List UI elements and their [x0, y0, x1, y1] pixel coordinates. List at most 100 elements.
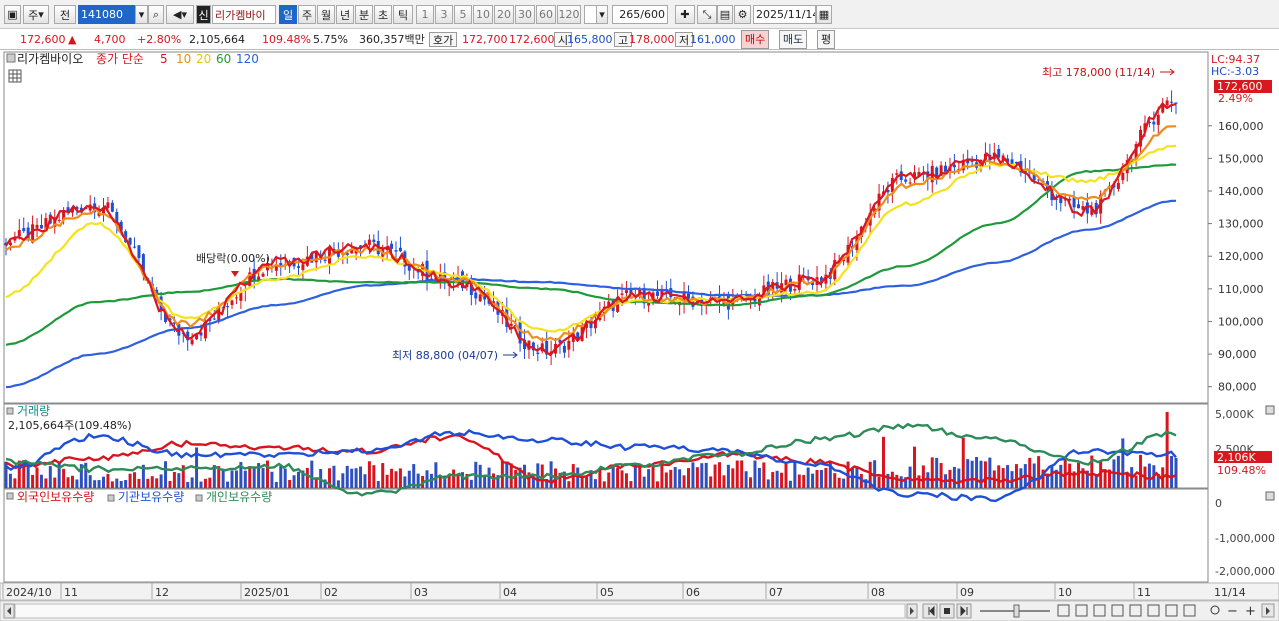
volume-bar	[598, 468, 602, 488]
holdings-close-icon[interactable]	[1265, 491, 1275, 501]
volume-bar	[961, 437, 965, 488]
type-select[interactable]: 주 ▾	[23, 5, 49, 24]
chart-toolbar: ▣ 주 ▾ 전 141080 ▾ ⌕ ◀▾ 신 리가켐바이 일 주 월 년 분 초…	[0, 0, 1279, 29]
volume-bar	[124, 480, 128, 488]
price-tick-label: 160,000	[1218, 120, 1264, 133]
candle-body	[26, 227, 30, 240]
eval-button[interactable]: 평	[817, 30, 836, 49]
draw-tool-icon[interactable]: ⤡	[697, 5, 717, 24]
gear-icon[interactable]: ⚙	[734, 5, 751, 24]
scroll-track[interactable]	[14, 603, 906, 619]
x-axis-label: 07	[769, 586, 783, 599]
volume-bar	[412, 464, 416, 488]
high-label: 고	[614, 32, 633, 47]
volume-bar	[576, 467, 580, 488]
volume-bar	[753, 460, 757, 488]
x-axis-label: 2024/10	[6, 586, 52, 599]
sell-button[interactable]: 매도	[779, 30, 808, 49]
period-year[interactable]: 년	[336, 5, 354, 24]
view-tool-icon-1[interactable]	[1057, 604, 1070, 617]
search-icon[interactable]: ⌕	[148, 5, 164, 24]
volume-bar	[226, 481, 230, 488]
view-tool-icon-3[interactable]	[1093, 604, 1106, 617]
volume-bar	[567, 481, 571, 488]
mode-button[interactable]: 전	[54, 5, 76, 24]
ma-label: 종가 단순	[96, 52, 144, 66]
period-month[interactable]: 월	[317, 5, 335, 24]
code-dropdown-icon[interactable]: ▾	[135, 5, 148, 24]
volume-bar	[917, 475, 921, 488]
x-axis-label: 11	[64, 586, 78, 599]
volume-bar	[921, 465, 925, 488]
interval-60[interactable]: 60	[536, 5, 556, 24]
period-tick[interactable]: 틱	[393, 5, 413, 24]
volume-bar	[766, 479, 770, 488]
stock-name-field[interactable]: 리가켐바이	[212, 5, 276, 24]
interval-20[interactable]: 20	[494, 5, 514, 24]
candle-body	[567, 340, 571, 350]
volume-close-icon[interactable]	[1265, 405, 1275, 415]
volume-bar	[97, 480, 101, 488]
volume-tick-5000k: 5,000K	[1215, 408, 1254, 421]
x-axis-label: 02	[324, 586, 338, 599]
zoom-out-icon[interactable]: −	[1227, 604, 1238, 619]
volume-bar	[341, 473, 345, 488]
zoom-search-icon[interactable]	[1210, 605, 1220, 615]
view-tool-icon-6[interactable]	[1147, 604, 1160, 617]
interval-3[interactable]: 3	[435, 5, 453, 24]
panel-handle-icon[interactable]	[6, 53, 16, 63]
interval-5[interactable]: 5	[454, 5, 472, 24]
candle-body	[771, 282, 775, 291]
view-tool-icon-7[interactable]	[1165, 604, 1178, 617]
view-tool-icon-4[interactable]	[1111, 604, 1124, 617]
period-day[interactable]: 일	[279, 5, 297, 24]
volume-bar	[1072, 471, 1076, 488]
candle-body	[1116, 182, 1120, 190]
volume-bar	[793, 460, 797, 488]
volume-bar	[780, 472, 784, 488]
speaker-icon[interactable]: ◀▾	[166, 5, 194, 24]
candle-body	[367, 239, 371, 245]
interval-10[interactable]: 10	[473, 5, 493, 24]
holdings-handle-icon[interactable]	[6, 492, 14, 500]
dividend-marker-icon	[231, 271, 239, 277]
volume-bar	[895, 474, 899, 488]
volume-bar	[483, 474, 487, 488]
interval-30[interactable]: 30	[515, 5, 535, 24]
table-icon[interactable]	[8, 69, 22, 83]
calendar-icon[interactable]: ▦	[816, 5, 832, 24]
zoom-in-icon[interactable]: +	[1245, 604, 1256, 619]
volume-bar	[788, 480, 792, 488]
volume-bar	[141, 464, 145, 488]
candle-body	[75, 206, 79, 210]
zoom-slider-thumb[interactable]	[1013, 604, 1020, 618]
candle-body	[345, 252, 349, 255]
volume-bar	[1068, 463, 1072, 488]
view-tool-icon-8[interactable]	[1183, 604, 1196, 617]
code-input[interactable]: 141080	[78, 5, 136, 24]
volume-bar	[908, 466, 912, 488]
view-tool-icon-2[interactable]	[1075, 604, 1088, 617]
interval-dropdown-icon[interactable]: ▾	[596, 5, 608, 24]
volume-bar	[775, 470, 779, 488]
period-week[interactable]: 주	[298, 5, 316, 24]
period-minute[interactable]: 분	[355, 5, 373, 24]
volume-handle-icon[interactable]	[6, 407, 14, 415]
price-tick-label: 100,000	[1218, 315, 1264, 328]
count-field[interactable]: 265/600	[612, 5, 668, 24]
ma-line-60	[5, 163, 1177, 346]
window-icon[interactable]: ▣	[4, 5, 21, 24]
crosshair-icon[interactable]: ✚	[675, 5, 695, 24]
interval-1[interactable]: 1	[416, 5, 434, 24]
view-tool-icon-5[interactable]	[1129, 604, 1142, 617]
candle-body	[261, 273, 265, 277]
date-field[interactable]: 2025/11/14	[753, 5, 816, 24]
buy-button[interactable]: 매수	[741, 30, 770, 49]
period-second[interactable]: 초	[374, 5, 392, 24]
stock-chart[interactable]: 리가켐바이오 종가 단순 5 10 20 60 120 LC:94.37 HC:…	[0, 51, 1279, 621]
candle-body	[620, 293, 624, 295]
candle-body	[762, 285, 766, 296]
save-icon[interactable]: ▤	[717, 5, 733, 24]
interval-120[interactable]: 120	[557, 5, 581, 24]
volume-bar	[531, 477, 535, 488]
